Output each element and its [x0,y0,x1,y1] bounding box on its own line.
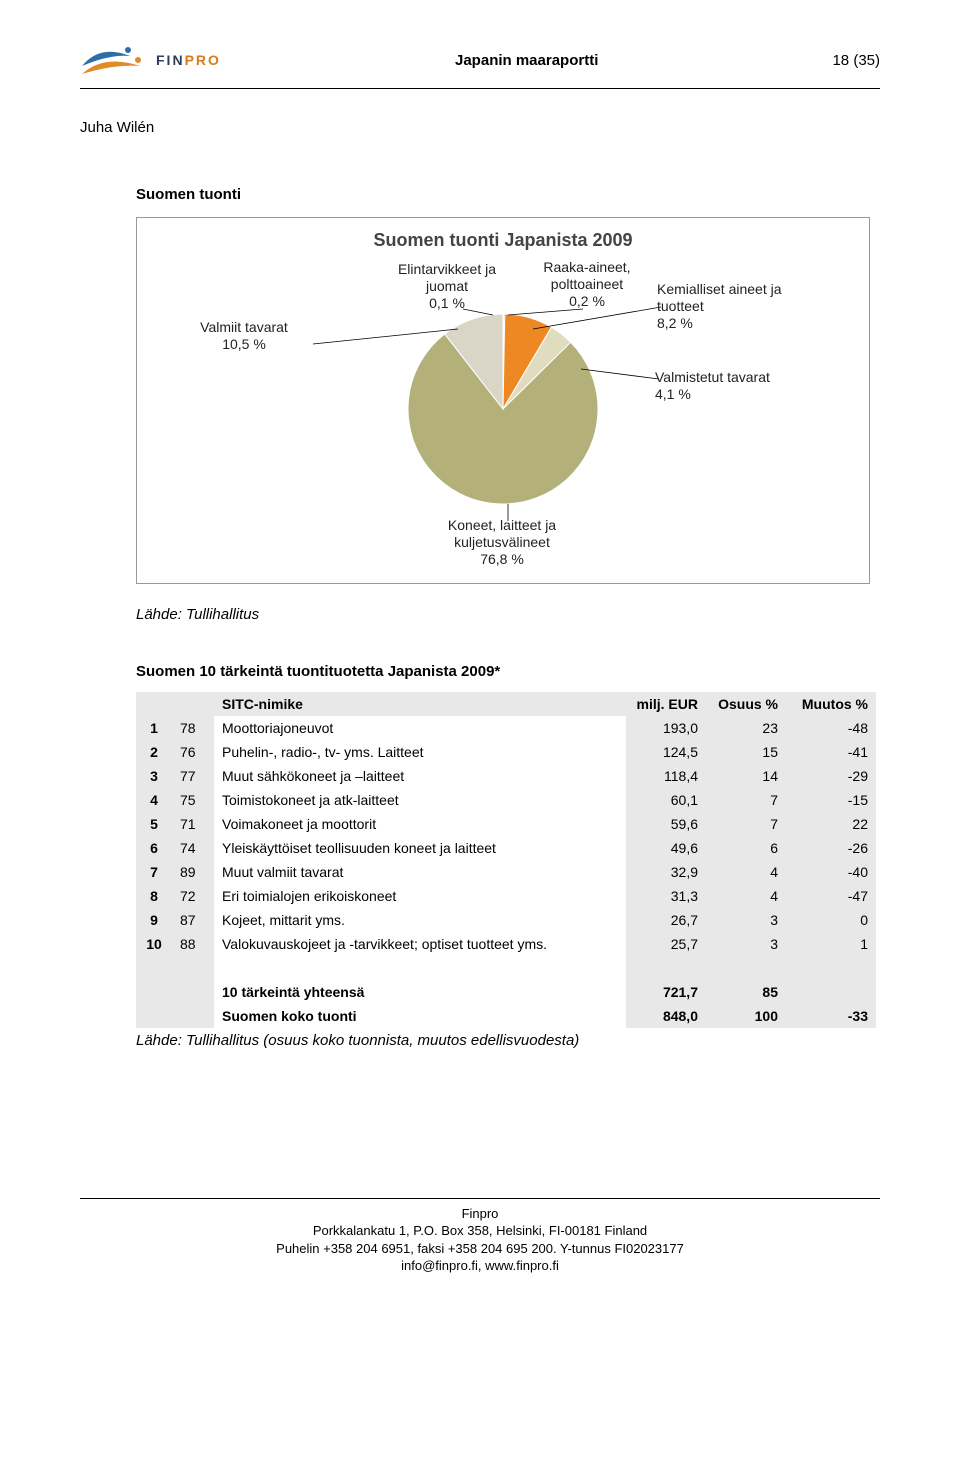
footer-web: info@finpro.fi, www.finpro.fi [0,1257,960,1275]
pie-chart: Valmiit tavarat10,5 % Elintarvikkeet ja … [157,259,849,569]
import-table: SITC-nimike milj. EUR Osuus % Muutos % 1… [136,692,876,1028]
page-number: 18 (35) [832,52,880,69]
table-summary-row: Suomen koko tuonti848,0100-33 [136,1004,876,1028]
table-row: 674Yleiskäyttöiset teollisuuden koneet j… [136,836,876,860]
col-sitc: SITC-nimike [214,692,626,716]
page-footer: Finpro Porkkalankatu 1, P.O. Box 358, He… [0,1198,960,1275]
footer-org: Finpro [0,1205,960,1223]
section-title: Suomen tuonti [136,186,880,203]
col-muutos: Muutos % [786,692,876,716]
table-row: 276Puhelin-, radio-, tv- yms. Laitteet12… [136,740,876,764]
table-row: 377Muut sähkökoneet ja –laitteet118,414-… [136,764,876,788]
logo-text: FINPRO [156,52,221,68]
footer-tel: Puhelin +358 204 6951, faksi +358 204 69… [0,1240,960,1258]
footer-address: Porkkalankatu 1, P.O. Box 358, Helsinki,… [0,1222,960,1240]
table-summary-row: 10 tärkeintä yhteensä721,785 [136,980,876,1004]
col-milj: milj. EUR [626,692,706,716]
finpro-logo: FINPRO [80,40,221,80]
table-title: Suomen 10 tärkeintä tuontituotetta Japan… [136,663,880,680]
table-row: 789Muut valmiit tavarat32,94-40 [136,860,876,884]
logo-swoosh-icon [80,40,150,80]
table-row: 571Voimakoneet ja moottorit59,6722 [136,812,876,836]
page-header: FINPRO Japanin maaraportti 18 (35) [80,40,880,80]
table-row: 872Eri toimialojen erikoiskoneet31,34-47 [136,884,876,908]
author-name: Juha Wilén [80,119,880,136]
table-row: 178Moottoriajoneuvot193,023-48 [136,716,876,740]
pie-label-valmistetut: Valmistetut tavarat4,1 % [655,369,815,403]
pie-label-raaka: Raaka-aineet, polttoaineet0,2 % [527,259,647,309]
table-row: 475Toimistokoneet ja atk-laitteet60,17-1… [136,788,876,812]
table-source: Lähde: Tullihallitus (osuus koko tuonnis… [136,1032,880,1049]
table-row: 1088Valokuvauskojeet ja -tarvikkeet; opt… [136,932,876,956]
chart-source: Lähde: Tullihallitus [136,606,880,623]
header-rule [80,88,880,89]
chart-container: Suomen tuonti Japanista 2009 Valmiit tav… [136,217,870,584]
col-osuus: Osuus % [706,692,786,716]
chart-title: Suomen tuonti Japanista 2009 [157,230,849,251]
pie-label-kemialliset: Kemialliset aineet ja tuotteet8,2 % [657,281,807,331]
pie-label-elintarvikkeet: Elintarvikkeet ja juomat0,1 % [377,261,517,311]
pie-label-valmiit: Valmiit tavarat10,5 % [179,319,309,353]
pie-label-koneet: Koneet, laitteet ja kuljetusvälineet76,8… [417,517,587,567]
document-title: Japanin maaraportti [455,52,598,69]
table-row: 987Kojeet, mittarit yms.26,730 [136,908,876,932]
